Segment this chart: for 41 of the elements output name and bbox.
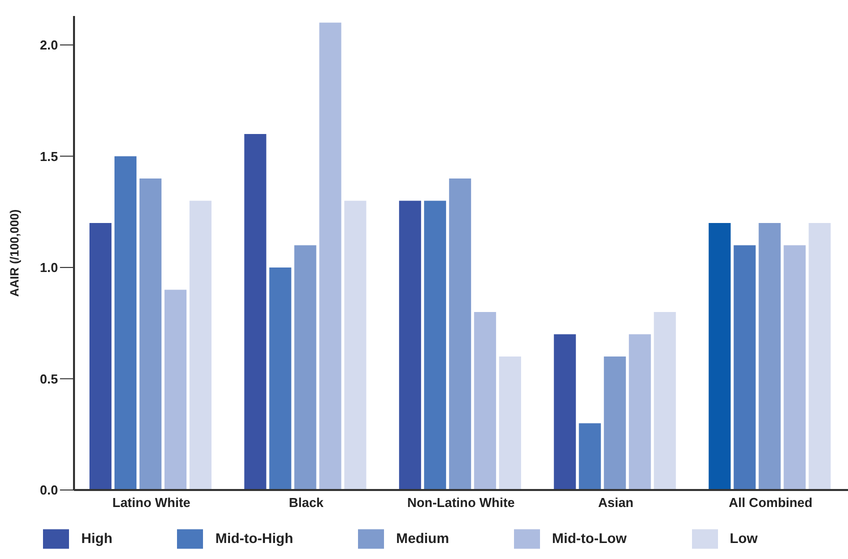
bar [244,134,266,490]
bar [604,356,626,490]
y-tick-label: 1.0 [40,260,58,276]
bar [189,200,212,490]
bar [89,222,112,490]
bar [449,178,472,490]
bar [474,312,496,490]
x-tick-label: Black [288,495,324,510]
bar [758,222,781,490]
legend-label: Low [730,530,758,546]
x-tick-label: All Combined [728,495,813,510]
legend-label: High [81,530,112,546]
bar [578,423,601,490]
y-axis-title: AAIR (/100,000) [7,209,22,297]
x-tick-label: Latino White [112,495,190,510]
x-tick-label: Non-Latino White [407,495,515,510]
bar [269,267,292,490]
bar [424,200,446,490]
bar [399,200,422,490]
bar [554,334,576,490]
y-tick-label: 0.0 [40,482,58,498]
bar [654,312,676,490]
bar [808,222,831,490]
bar [164,290,186,490]
y-tick-label: 0.5 [40,371,58,386]
y-tick-label: 2.0 [40,38,58,53]
legend-label: Medium [396,530,450,546]
y-tick-label: 1.5 [40,148,58,164]
bar [319,22,342,490]
bar [114,156,136,490]
bar [734,245,756,490]
bar [784,245,806,490]
bar [344,200,366,490]
x-tick-label: Asian [598,495,634,510]
bar [294,245,316,490]
bar [628,334,651,490]
legend-label: Mid-to-Low [552,530,627,546]
bar [708,222,731,490]
bar [499,356,522,490]
bar [139,178,162,490]
legend-label: Mid-to-High [215,530,294,546]
